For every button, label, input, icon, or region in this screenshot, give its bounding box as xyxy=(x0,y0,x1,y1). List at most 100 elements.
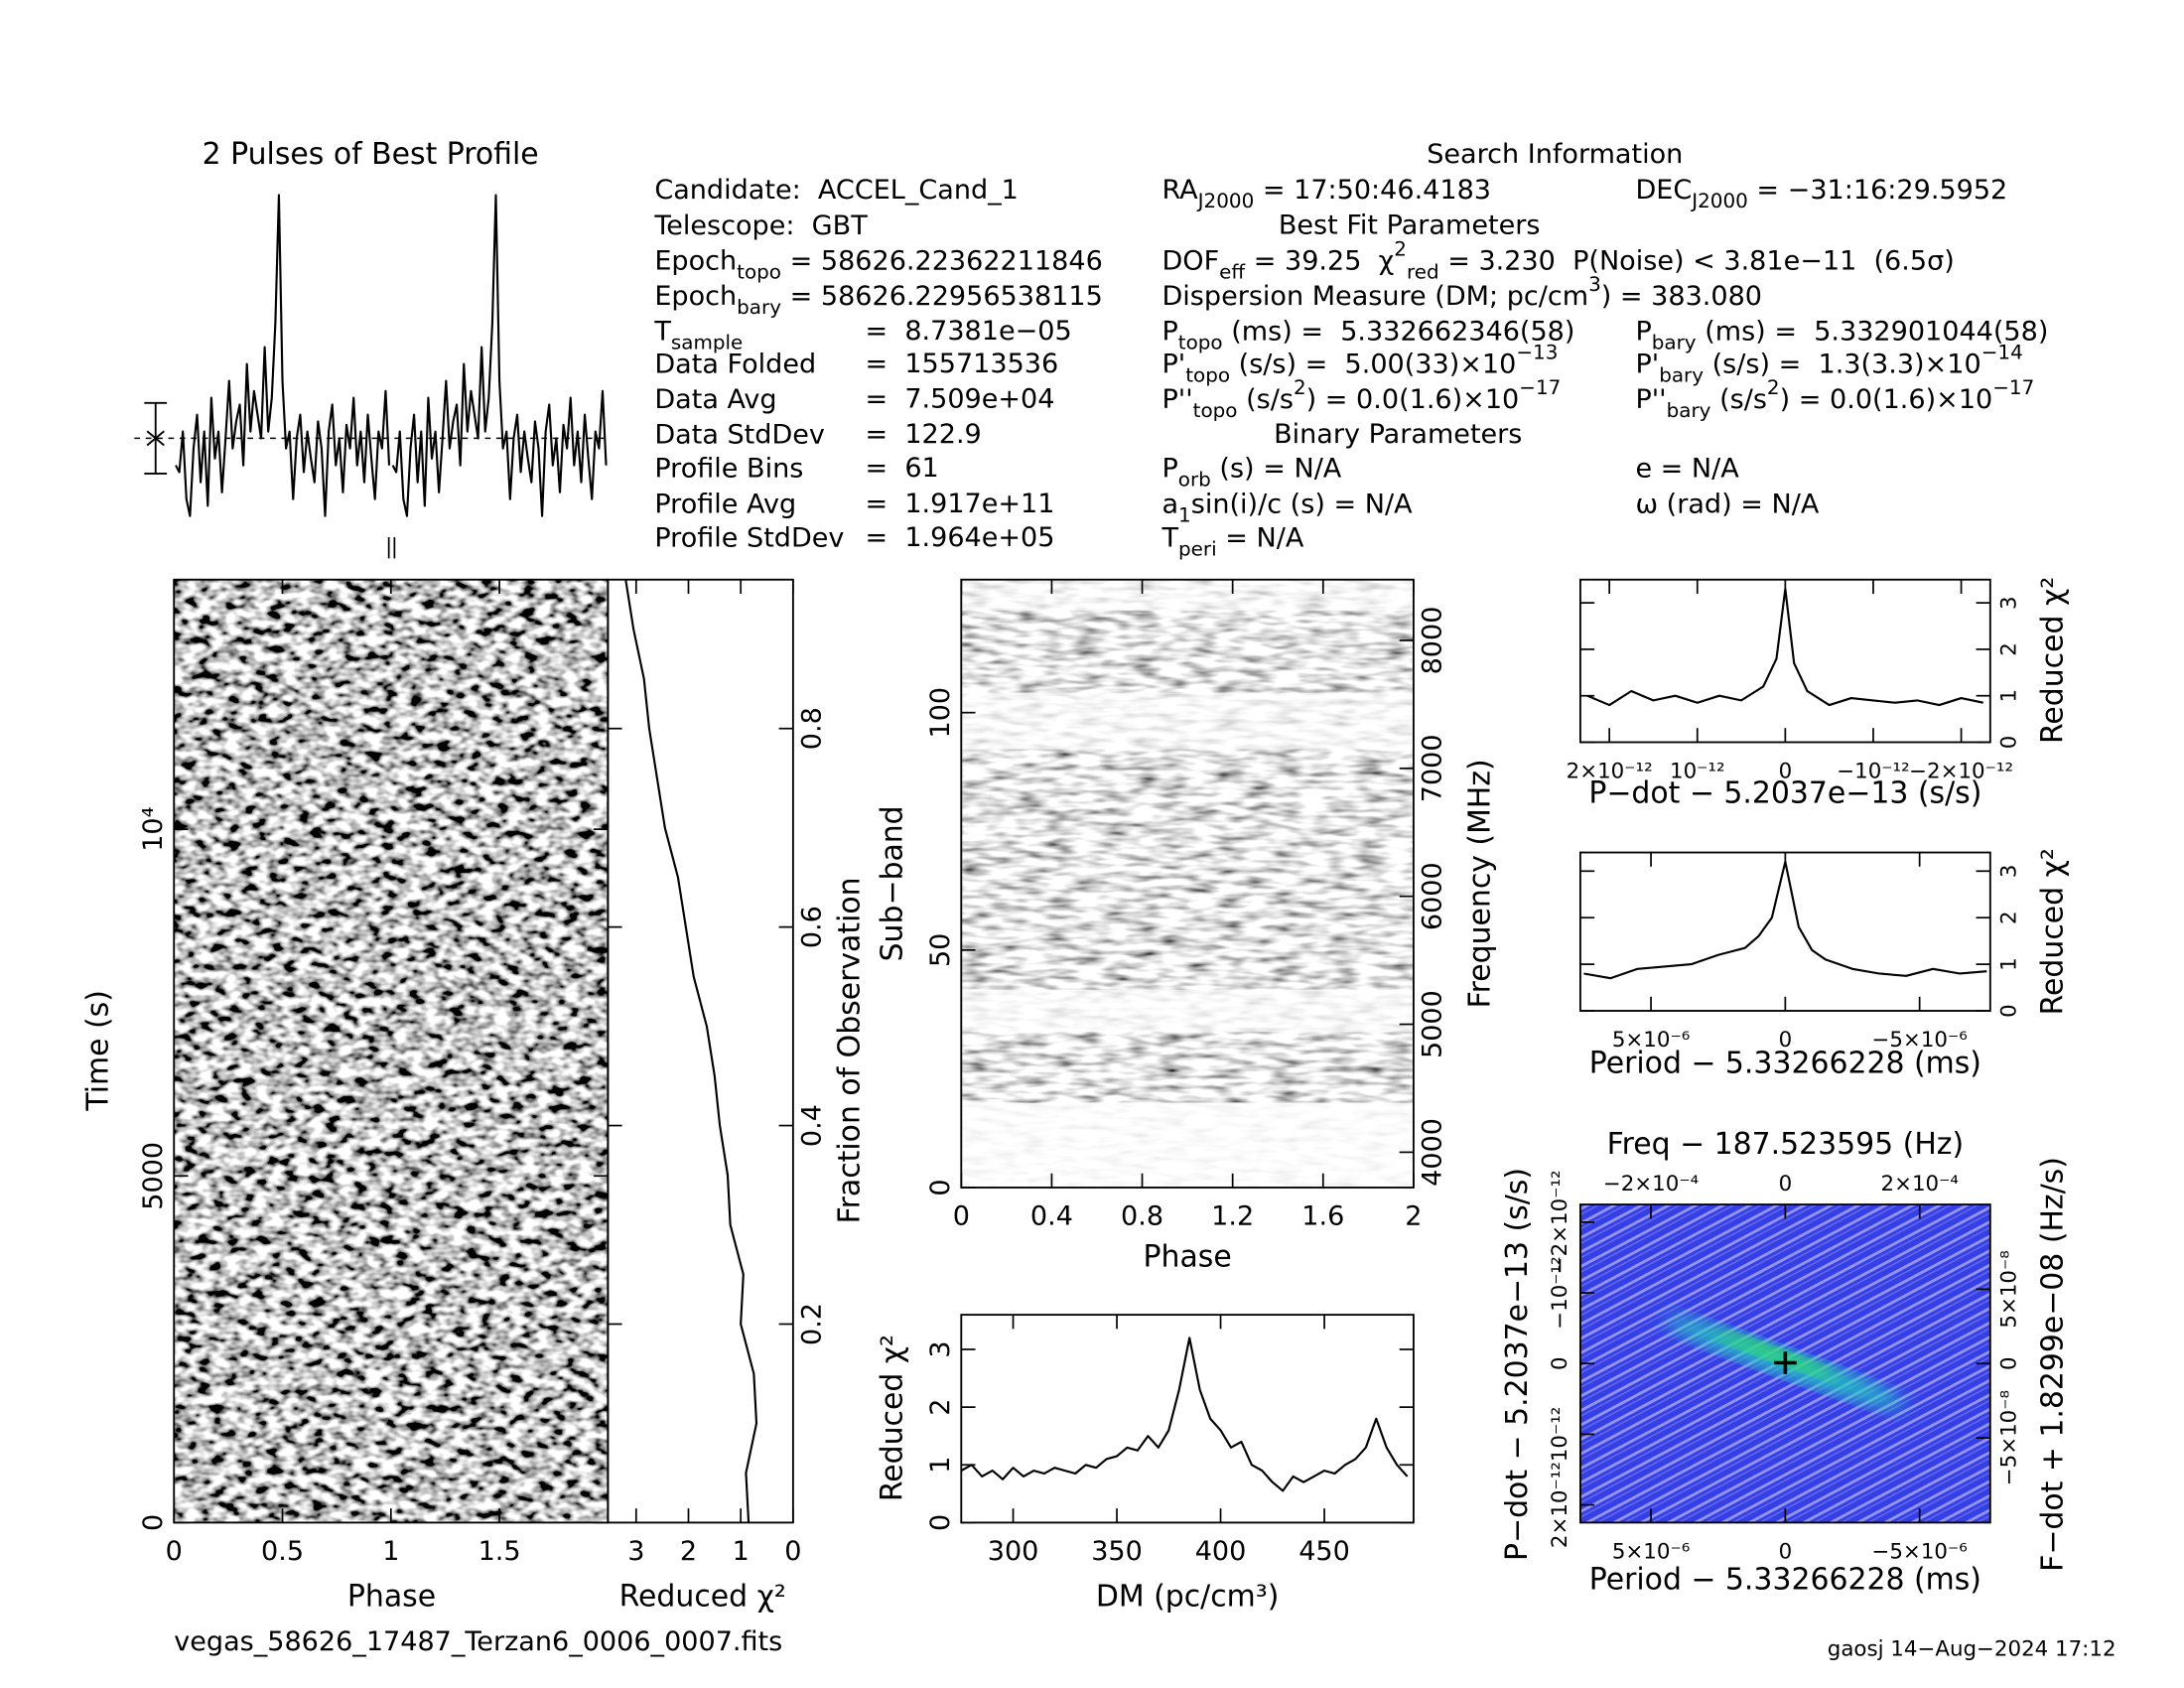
x-tick-label: 350 xyxy=(1091,1536,1143,1567)
y2-axis-label: F−dot + 1.8299e−08 (Hz/s) xyxy=(2035,1157,2070,1572)
info-sup: −17 xyxy=(1992,376,2034,399)
info-line: P''topo (s/s2) = 0.0(1.6)×10−17 xyxy=(1161,376,1561,422)
y-tick-label: 1 xyxy=(1997,957,2022,971)
y-tick-label: 0 xyxy=(925,1179,956,1196)
x-tick-label: 400 xyxy=(1195,1536,1247,1567)
info-text: ω (rad) = N/A xyxy=(1635,489,1819,519)
y-tick-label: 0.8 xyxy=(796,707,827,750)
x-axis-label: Phase xyxy=(1144,1240,1232,1275)
plot-frame xyxy=(1578,578,1991,744)
info-text: RA xyxy=(1161,175,1198,206)
y-tick-label: 5000 xyxy=(138,1142,169,1210)
info-text: T xyxy=(1160,522,1178,553)
x2-tick-label: 0 xyxy=(1779,1172,1793,1196)
info-line: e = N/A xyxy=(1635,453,1739,484)
x-tick-label: 2 xyxy=(1405,1200,1422,1231)
info-text: Data StdDev xyxy=(654,419,825,450)
info-sub: bary xyxy=(737,296,781,319)
info-sup: −13 xyxy=(1516,341,1558,363)
info-line: a1sin(i)/c (s) = N/A xyxy=(1161,489,1413,527)
y-tick-label: 1 xyxy=(1997,689,2022,703)
y-tick-label: 2 xyxy=(925,1399,956,1416)
info-sub: orb xyxy=(1178,469,1211,492)
info-line: Pbary (ms) = 5.332901044(58) xyxy=(1635,316,2048,354)
info-line: Ptopo (ms) = 5.332662346(58) xyxy=(1161,316,1574,354)
y2-tick-label: 4000 xyxy=(1417,1118,1447,1187)
y-axis-label: Reduced χ² xyxy=(2035,577,2070,744)
info-sub: eff xyxy=(1219,260,1246,283)
plot-frame xyxy=(607,578,794,1524)
info-text: Profile StdDev xyxy=(654,522,844,553)
info-text: DEC xyxy=(1635,175,1692,206)
x-tick-label: 1.6 xyxy=(1301,1200,1344,1231)
x-tick-label: 3 xyxy=(627,1536,644,1567)
info-line: Porb (s) = N/A xyxy=(1161,453,1341,492)
info-text: DOF xyxy=(1161,245,1219,276)
x-axis-label: P−dot − 5.2037e−13 (s/s) xyxy=(1588,776,1981,811)
info-line: P'bary (s/s) = 1.3(3.3)×10−14 xyxy=(1635,341,2022,386)
data-line xyxy=(624,579,758,1523)
y2-tick-label: 5×10⁻⁸ xyxy=(1997,1250,2022,1328)
x-tick-label: 1.5 xyxy=(478,1536,521,1567)
info-text: P xyxy=(1635,316,1651,347)
y-tick-label: 0 xyxy=(925,1514,956,1531)
info-text: (ms) = 5.332662346(58) xyxy=(1223,316,1575,347)
info-sub: J2000 xyxy=(1196,190,1255,212)
y-tick-label: 10⁴ xyxy=(138,807,169,852)
info-text: P' xyxy=(1161,349,1185,379)
y2-axis-label: Frequency (MHz) xyxy=(1463,759,1498,1008)
x-tick-label: −10⁻¹² xyxy=(1837,759,1909,783)
x-axis-label: Phase xyxy=(347,1579,436,1614)
y-tick-label: 0 xyxy=(138,1514,169,1531)
info-value: = 61 xyxy=(865,453,938,484)
info-text: ) = 383.080 xyxy=(1601,280,1762,311)
x-tick-label: −5×10⁻⁶ xyxy=(1871,1028,1967,1053)
data-line xyxy=(175,194,391,517)
y-tick-label: −2×10⁻¹² xyxy=(1548,1170,1572,1274)
info-text: sin(i)/c (s) = N/A xyxy=(1191,489,1413,519)
subband-image xyxy=(961,579,1414,1188)
info-line: P''bary (s/s2) = 0.0(1.6)×10−17 xyxy=(1635,376,2034,422)
y-tick-label: 0.4 xyxy=(796,1104,827,1147)
y-axis-label: Fraction of Observation xyxy=(833,877,868,1223)
info-sup: −14 xyxy=(1981,341,2023,363)
info-text: (s/s xyxy=(1238,383,1294,414)
info-line: Tperi = N/A xyxy=(1160,522,1303,561)
y2-tick-label: 8000 xyxy=(1417,607,1447,675)
info-label: Epochbary = 58626.22956538115 xyxy=(654,280,1102,319)
info-text: T xyxy=(653,316,671,347)
search-info-title: Search Information xyxy=(1427,139,1683,170)
info-text: (s/s) = 1.3(3.3)×10 xyxy=(1704,349,1981,379)
info-label: Data Folded xyxy=(654,349,816,379)
info-text: (s) = N/A xyxy=(1211,453,1342,484)
y-tick-label: 0 xyxy=(1548,1356,1572,1370)
x-tick-label: 450 xyxy=(1298,1536,1350,1567)
info-label: Profile Avg xyxy=(654,489,796,519)
y2-tick-label: −5×10⁻⁸ xyxy=(1997,1390,2022,1485)
x-tick-label: 0.4 xyxy=(1030,1200,1073,1231)
x-tick-label: −5×10⁻⁶ xyxy=(1871,1539,1967,1564)
y-tick-label: 0 xyxy=(1997,736,2022,750)
info-sup: −17 xyxy=(1519,376,1561,399)
y2-tick-label: 5000 xyxy=(1417,990,1447,1058)
info-text: Epoch xyxy=(654,280,737,311)
y-axis-label: Time (s) xyxy=(80,990,115,1111)
x-tick-label: 0 xyxy=(953,1200,970,1231)
info-text: = 17:50:46.4183 xyxy=(1254,175,1491,206)
y-tick-label: 3 xyxy=(1997,865,2022,879)
data-line xyxy=(960,1336,1409,1492)
info-text: Data Folded xyxy=(654,349,816,379)
y-tick-label: 2 xyxy=(1997,911,2022,924)
info-text: e = N/A xyxy=(1635,453,1739,484)
best-fit-cross xyxy=(1773,1351,1797,1374)
info-label: Profile StdDev xyxy=(654,522,844,553)
info-sub: red xyxy=(1407,260,1439,283)
info-text: = 58626.22956538115 xyxy=(781,280,1103,311)
phase-marker xyxy=(387,537,396,559)
x-tick-label: 0 xyxy=(784,1536,801,1567)
info-sub: peri xyxy=(1178,537,1217,560)
info-text: P'' xyxy=(1161,383,1192,414)
best-fit-heading: Best Fit Parameters xyxy=(1279,210,1541,240)
y-tick-label: 100 xyxy=(925,687,956,739)
